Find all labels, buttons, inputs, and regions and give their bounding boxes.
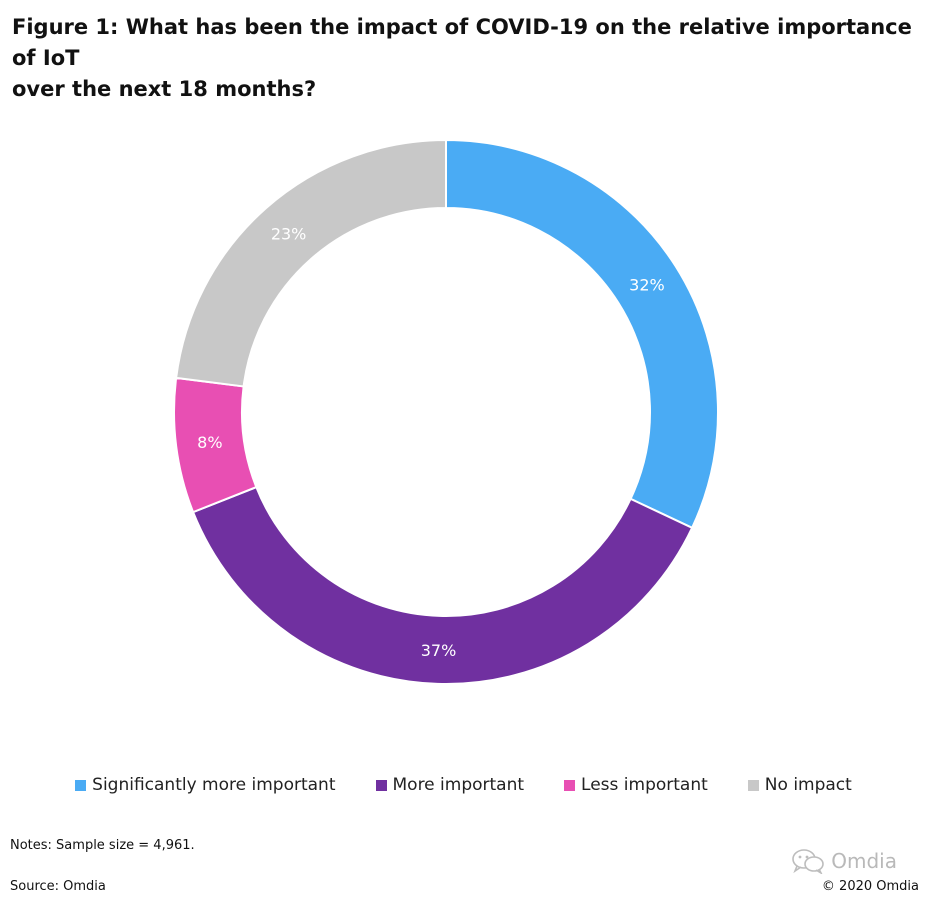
legend-item-significantly-more-important: Significantly more important (75, 775, 336, 795)
legend-item-less-important: Less important (564, 775, 708, 795)
chart-title-line-1: Figure 1: What has been the impact of CO… (12, 15, 912, 70)
chart-legend: Significantly more important More importa… (0, 775, 927, 795)
donut-slice-more-important (191, 485, 694, 685)
legend-item-more-important: More important (375, 775, 525, 795)
data-label-no-impact: 23% (271, 224, 307, 243)
legend-label: No impact (764, 775, 852, 795)
data-label-more-important: 37% (421, 641, 457, 660)
watermark: Omdia (791, 848, 897, 874)
watermark-text: Omdia (831, 849, 897, 873)
donut-slice-significantly-more-important (445, 138, 719, 530)
chart-title-line-2: over the next 18 months? (12, 77, 317, 101)
legend-label: Significantly more important (92, 775, 336, 795)
chart-source: Source: Omdia (10, 879, 106, 894)
legend-label: More important (392, 775, 525, 795)
donut-chart: 32% 37% 8% 23% (173, 138, 719, 685)
copyright-text: © 2020 Omdia (821, 879, 919, 894)
legend-item-no-impact: No impact (747, 775, 852, 795)
legend-swatch (75, 779, 87, 791)
wechat-icon (792, 849, 825, 874)
donut-slice-labels: 32% 37% 8% 23% (197, 224, 665, 659)
legend-swatch (564, 779, 576, 791)
legend-swatch (747, 779, 759, 791)
data-label-significantly-more-important: 32% (629, 275, 665, 294)
donut-slice-no-impact (175, 138, 447, 388)
chart-notes: Notes: Sample size = 4,961. (10, 838, 195, 853)
legend-label: Less important (581, 775, 708, 795)
legend-swatch (375, 779, 387, 791)
data-label-less-important: 8% (197, 433, 222, 452)
chart-title: Figure 1: What has been the impact of CO… (12, 12, 912, 105)
donut-slices (173, 138, 719, 685)
